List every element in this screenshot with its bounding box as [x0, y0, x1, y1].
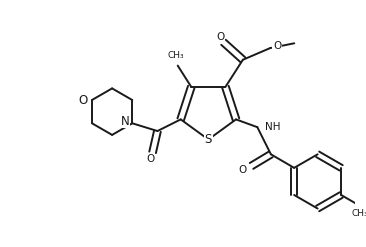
Text: CH₃: CH₃ [168, 51, 184, 60]
Text: CH₃: CH₃ [351, 209, 366, 218]
Text: O: O [238, 165, 247, 175]
Text: NH: NH [265, 122, 281, 132]
Text: O: O [146, 154, 155, 164]
Text: O: O [216, 32, 225, 42]
Text: S: S [205, 133, 212, 146]
Text: O: O [79, 94, 88, 106]
Text: N: N [120, 115, 129, 128]
Text: O: O [273, 41, 281, 51]
